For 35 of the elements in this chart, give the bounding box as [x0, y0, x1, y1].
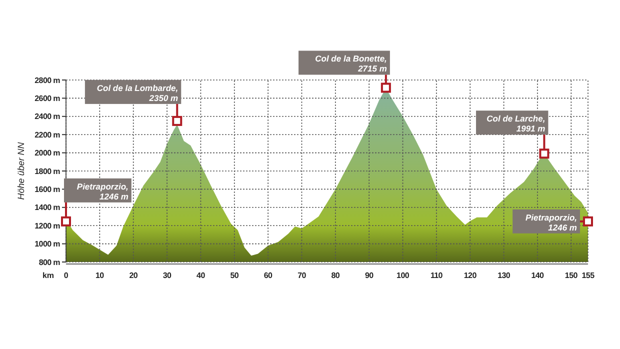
annotation: Col de la Lombarde, 2350 m — [96, 82, 179, 103]
y-tick-label: 2800 m — [34, 76, 60, 85]
x-tick-label: 60 — [264, 271, 274, 280]
x-tick-label: 70 — [298, 271, 307, 280]
x-axis-title: km — [42, 271, 54, 280]
y-tick-label: 1400 m — [34, 203, 60, 212]
annotation: Pietraporzio, 1246 m — [76, 181, 129, 202]
x-tick-label: 40 — [196, 271, 206, 280]
y-tick-label: 2600 m — [34, 94, 60, 103]
x-tick-label: 20 — [129, 271, 138, 280]
y-tick-label: 2400 m — [34, 112, 60, 122]
x-tick-label: 120 — [464, 271, 478, 280]
y-tick-label: 1600 m — [34, 185, 60, 194]
x-tick-label: 140 — [531, 271, 545, 280]
x-tick-label: 50 — [230, 271, 240, 280]
x-tick-label: 150 — [564, 271, 578, 280]
x-tick-label: 0 — [64, 271, 69, 280]
x-tick-label: 80 — [331, 271, 340, 280]
annotation: Col de la Bonette, 2715 m — [315, 54, 388, 74]
x-tick-label: 110 — [430, 271, 444, 280]
annotation: Pietraporzio, 1246 m — [526, 212, 578, 232]
annotation: Col de Larche, 1991 m — [486, 114, 546, 134]
y-tick-label: 1800 m — [34, 166, 60, 176]
x-tick-label: 90 — [364, 271, 374, 280]
y-tick-label: 1200 m — [34, 221, 60, 230]
x-tick-label: 10 — [96, 271, 105, 280]
y-tick-label: 1000 m — [34, 240, 60, 249]
y-tick-label: 800 m — [38, 258, 60, 267]
x-tick-label: 30 — [162, 271, 172, 280]
y-axis-title: Höhe über NN — [16, 142, 26, 200]
y-tick-label: 2000 m — [34, 148, 60, 158]
x-tick-label: 100 — [396, 271, 410, 280]
x-tick-label: 155 — [582, 271, 596, 280]
x-tick-label: 130 — [498, 271, 511, 280]
y-tick-label: 2200 m — [34, 130, 60, 140]
